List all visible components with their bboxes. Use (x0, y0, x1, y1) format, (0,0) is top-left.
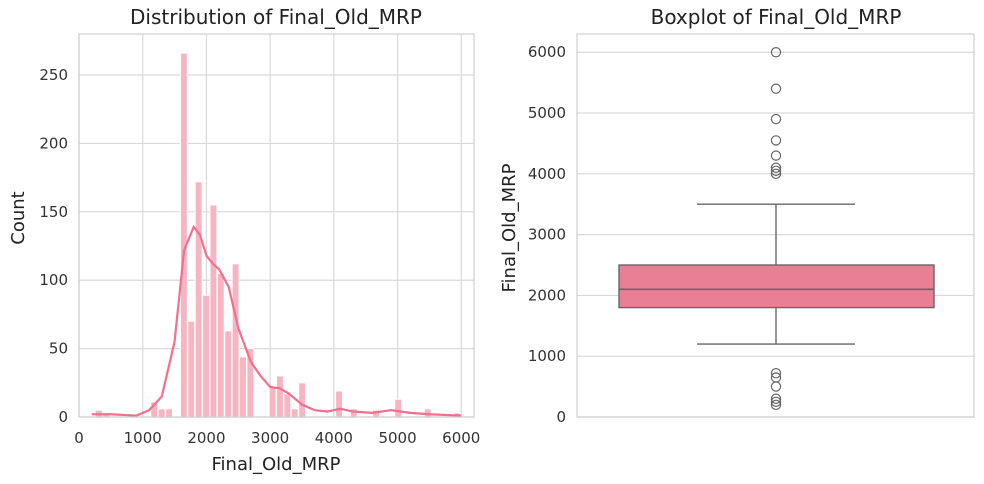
histogram-bar (224, 330, 233, 418)
boxplot-y-tick-label: 2000 (528, 286, 566, 304)
histogram-x-tick-label: 3000 (251, 429, 289, 447)
histogram-bar (268, 386, 277, 418)
boxplot-y-tick-label: 4000 (528, 165, 566, 183)
outlier-point (770, 399, 782, 411)
histogram-plot-border (78, 33, 475, 418)
outlier-point (770, 135, 782, 146)
boxplot-y-tick-label: 5000 (528, 104, 566, 122)
outlier-point (770, 47, 782, 58)
outlier-point (770, 368, 782, 379)
boxplot-outliers (770, 47, 782, 411)
histogram-bar (394, 398, 403, 418)
histogram-y-tick-label: 100 (39, 271, 68, 289)
outlier-point (770, 396, 782, 408)
histogram-bars (94, 52, 462, 418)
histogram-bar (216, 272, 225, 418)
histogram-axes (78, 33, 475, 418)
histogram-title: Distribution of Final_Old_MRP (130, 5, 422, 29)
histogram-bar (276, 375, 284, 418)
boxplot-box (618, 203, 935, 345)
boxplot-y-tick-label: 0 (556, 408, 566, 426)
histogram-bar (349, 408, 358, 418)
boxplot-y-axis-label: Final_Old_MRP (499, 163, 520, 292)
outlier-point (770, 150, 782, 161)
histogram-x-tick-label: 1000 (124, 429, 162, 447)
histogram-bar (187, 320, 196, 418)
kde-curve (91, 224, 462, 417)
histogram-bar (157, 408, 166, 418)
histogram-bar (209, 204, 218, 418)
boxplot-axes (576, 33, 975, 418)
histogram-y-tick-label: 150 (39, 203, 68, 221)
histogram-x-tick-label: 6000 (442, 429, 480, 447)
histogram-bar (194, 181, 203, 418)
boxplot-y-tick-label: 3000 (528, 226, 566, 244)
boxplot-y-tick-label: 6000 (528, 43, 566, 61)
outlier-point (770, 393, 782, 404)
histogram-y-axis-label: Count (8, 191, 29, 244)
histogram-bar (283, 393, 292, 418)
histogram-y-tick-label: 50 (49, 340, 68, 358)
boxplot-plot-border (576, 33, 975, 418)
boxplot-panel: Boxplot of Final_Old_MRP Final_Old_MRP 0… (499, 5, 975, 426)
outlier-point (770, 162, 782, 173)
histogram-x-tick-label: 4000 (315, 429, 353, 447)
histogram-y-tick-label: 250 (39, 66, 68, 84)
boxplot-y-tick-label: 1000 (528, 347, 566, 365)
outlier-point (770, 165, 782, 176)
histogram-x-tick-label: 5000 (378, 429, 416, 447)
histogram-bar (239, 356, 247, 418)
boxplot-title: Boxplot of Final_Old_MRP (651, 5, 902, 29)
histogram-bar (165, 408, 174, 418)
histogram-bar (202, 294, 210, 418)
histogram-grid (78, 34, 474, 418)
histogram-tick-labels: 0 1000 2000 3000 4000 5000 6000 0 50 100 150 200 250 (39, 66, 480, 447)
histogram-bar (179, 52, 188, 418)
histogram-x-tick-label: 2000 (187, 429, 225, 447)
boxplot-tick-labels: 0 1000 2000 3000 4000 5000 6000 (528, 43, 566, 426)
histogram-x-axis-label: Final_Old_MRP (212, 454, 341, 475)
histogram-bar (290, 408, 299, 418)
outlier-point (770, 381, 782, 392)
histogram-bar (335, 390, 344, 418)
histogram-y-tick-label: 200 (39, 134, 68, 152)
histogram-x-tick-label: 0 (74, 429, 84, 447)
histogram-y-tick-label: 0 (58, 408, 68, 426)
outlier-point (770, 168, 782, 180)
outlier-point (770, 113, 782, 125)
interquartile-box (618, 264, 935, 309)
histogram-panel: Distribution of Final_Old_MRP Final_Old_… (8, 5, 480, 475)
histogram-bar (231, 263, 240, 418)
outlier-point (770, 83, 782, 94)
histogram-bar (298, 382, 307, 418)
